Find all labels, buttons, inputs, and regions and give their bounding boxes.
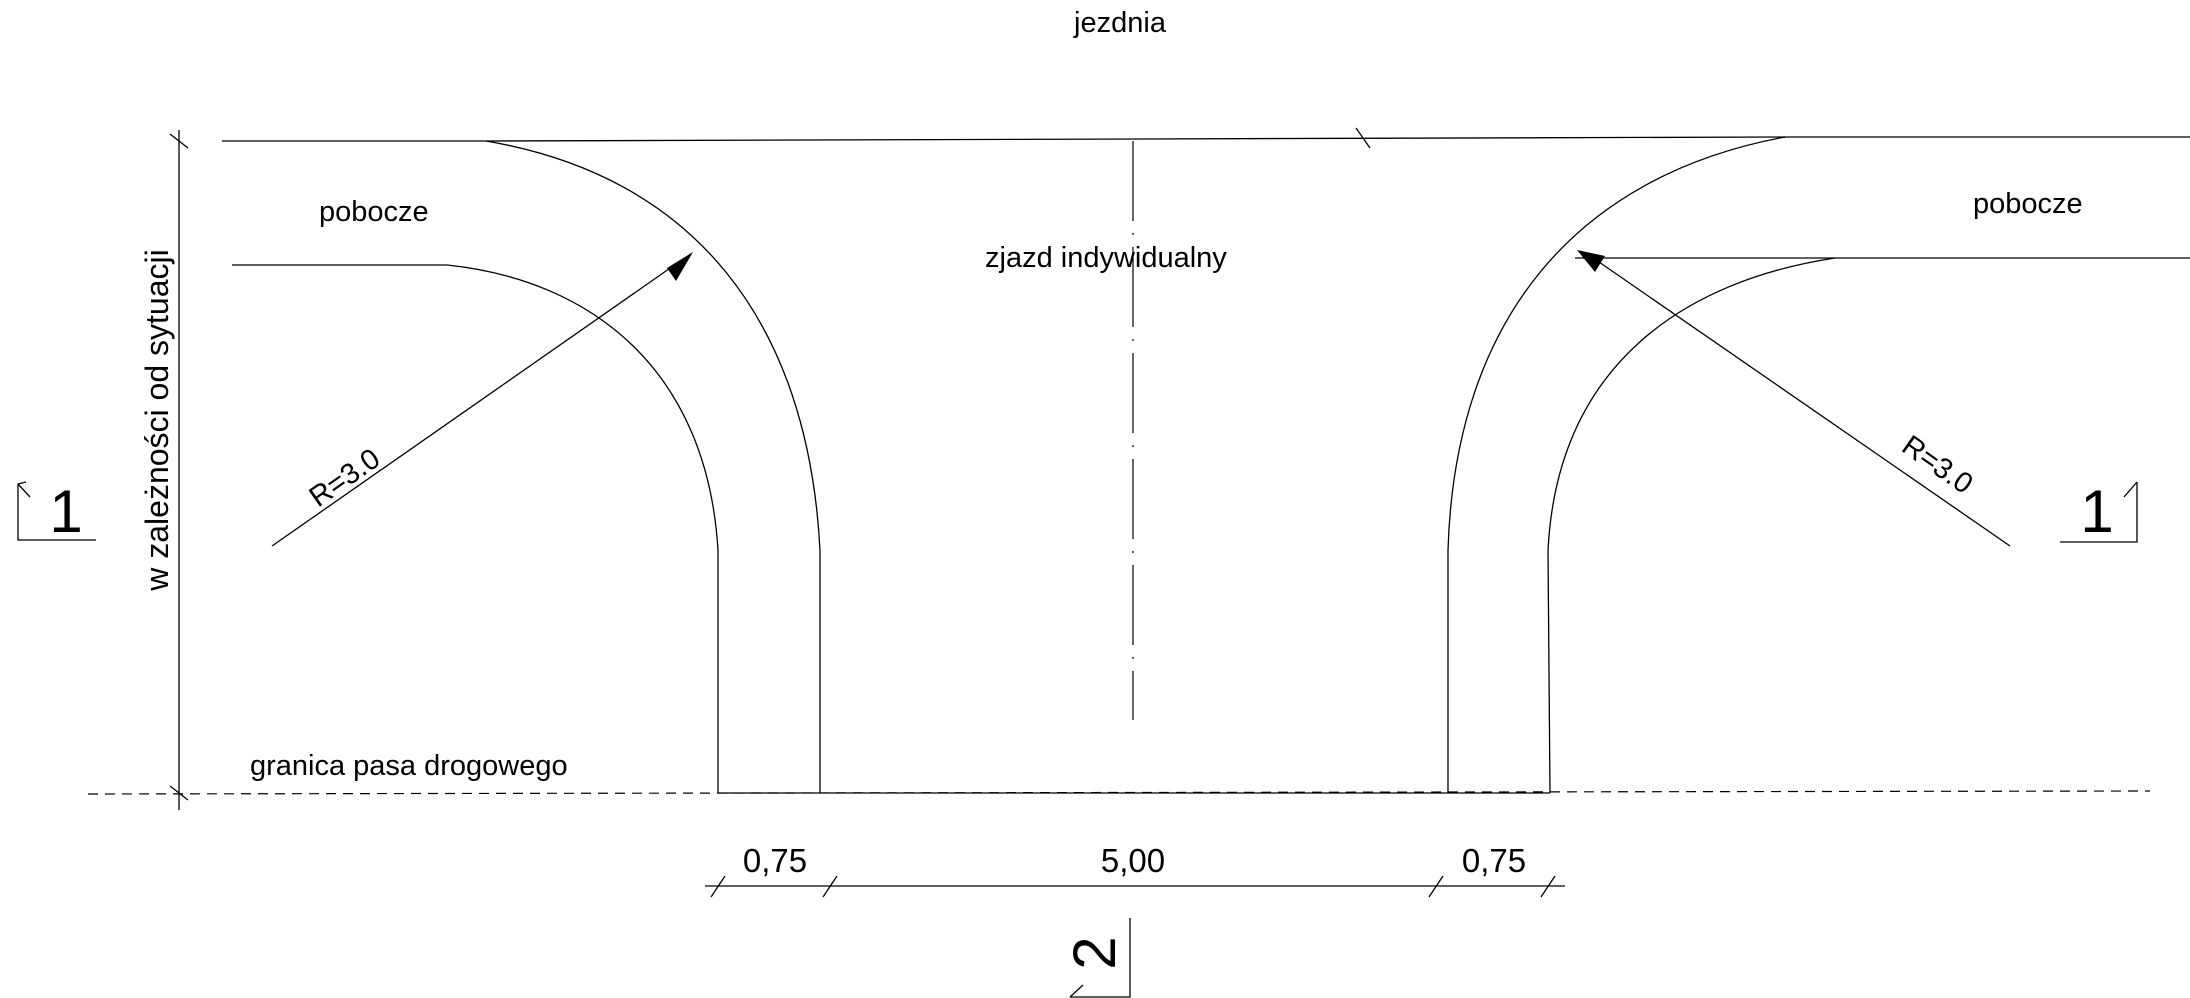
shoulder-label-left: pobocze xyxy=(319,196,429,228)
radius-label-left: R=3.0 xyxy=(304,443,386,514)
dimension-left-value: 0,75 xyxy=(743,842,807,879)
roadway-label: jezdnia xyxy=(1073,7,1167,39)
section-mark-right-number: 1 xyxy=(2080,478,2113,545)
dimension-center-value: 5,00 xyxy=(1101,842,1165,879)
section-mark-left-number: 1 xyxy=(49,478,82,545)
vertical-dimension-tick-bottom xyxy=(169,785,189,801)
dimension-tick-4 xyxy=(1540,875,1556,898)
section-mark-bottom-number: 2 xyxy=(1061,936,1128,969)
section-mark-left-flag xyxy=(17,483,31,498)
vertical-dimension-tick-top xyxy=(169,133,189,149)
dimension-tick-3 xyxy=(1428,875,1444,898)
radius-arrow-right xyxy=(1577,250,1605,272)
radius-label-right: R=3.0 xyxy=(1896,430,1978,501)
section-mark-right-flag xyxy=(2123,481,2138,498)
curb-inner-arc-right xyxy=(1547,257,1836,794)
section-mark-bottom xyxy=(1070,918,1131,998)
vertical-dimension-label: w zależności od sytuacji xyxy=(139,249,175,591)
radius-arrow-left xyxy=(667,252,693,281)
boundary-label: granica pasa drogowego xyxy=(250,750,568,782)
road-edge-tick xyxy=(1355,127,1371,149)
dimension-tick-1 xyxy=(710,875,726,898)
curb-outer-arc-right xyxy=(1447,136,1786,793)
radius-leader-left xyxy=(271,263,677,547)
driveway-label: zjazd indywidualny xyxy=(985,242,1227,274)
curb-outer-arc-left xyxy=(485,140,821,793)
curb-inner-arc-left xyxy=(446,264,719,793)
boundary-dashed-line xyxy=(87,790,2151,795)
dimension-tick-2 xyxy=(822,875,838,898)
section-mark-bottom-flag xyxy=(1069,984,1084,998)
radius-leader-right xyxy=(1598,261,2011,547)
dimension-right-value: 0,75 xyxy=(1462,842,1526,879)
road-edge-line xyxy=(485,136,1786,142)
section-mark-right xyxy=(2060,482,2138,543)
shoulder-label-right: pobocze xyxy=(1973,188,2083,220)
